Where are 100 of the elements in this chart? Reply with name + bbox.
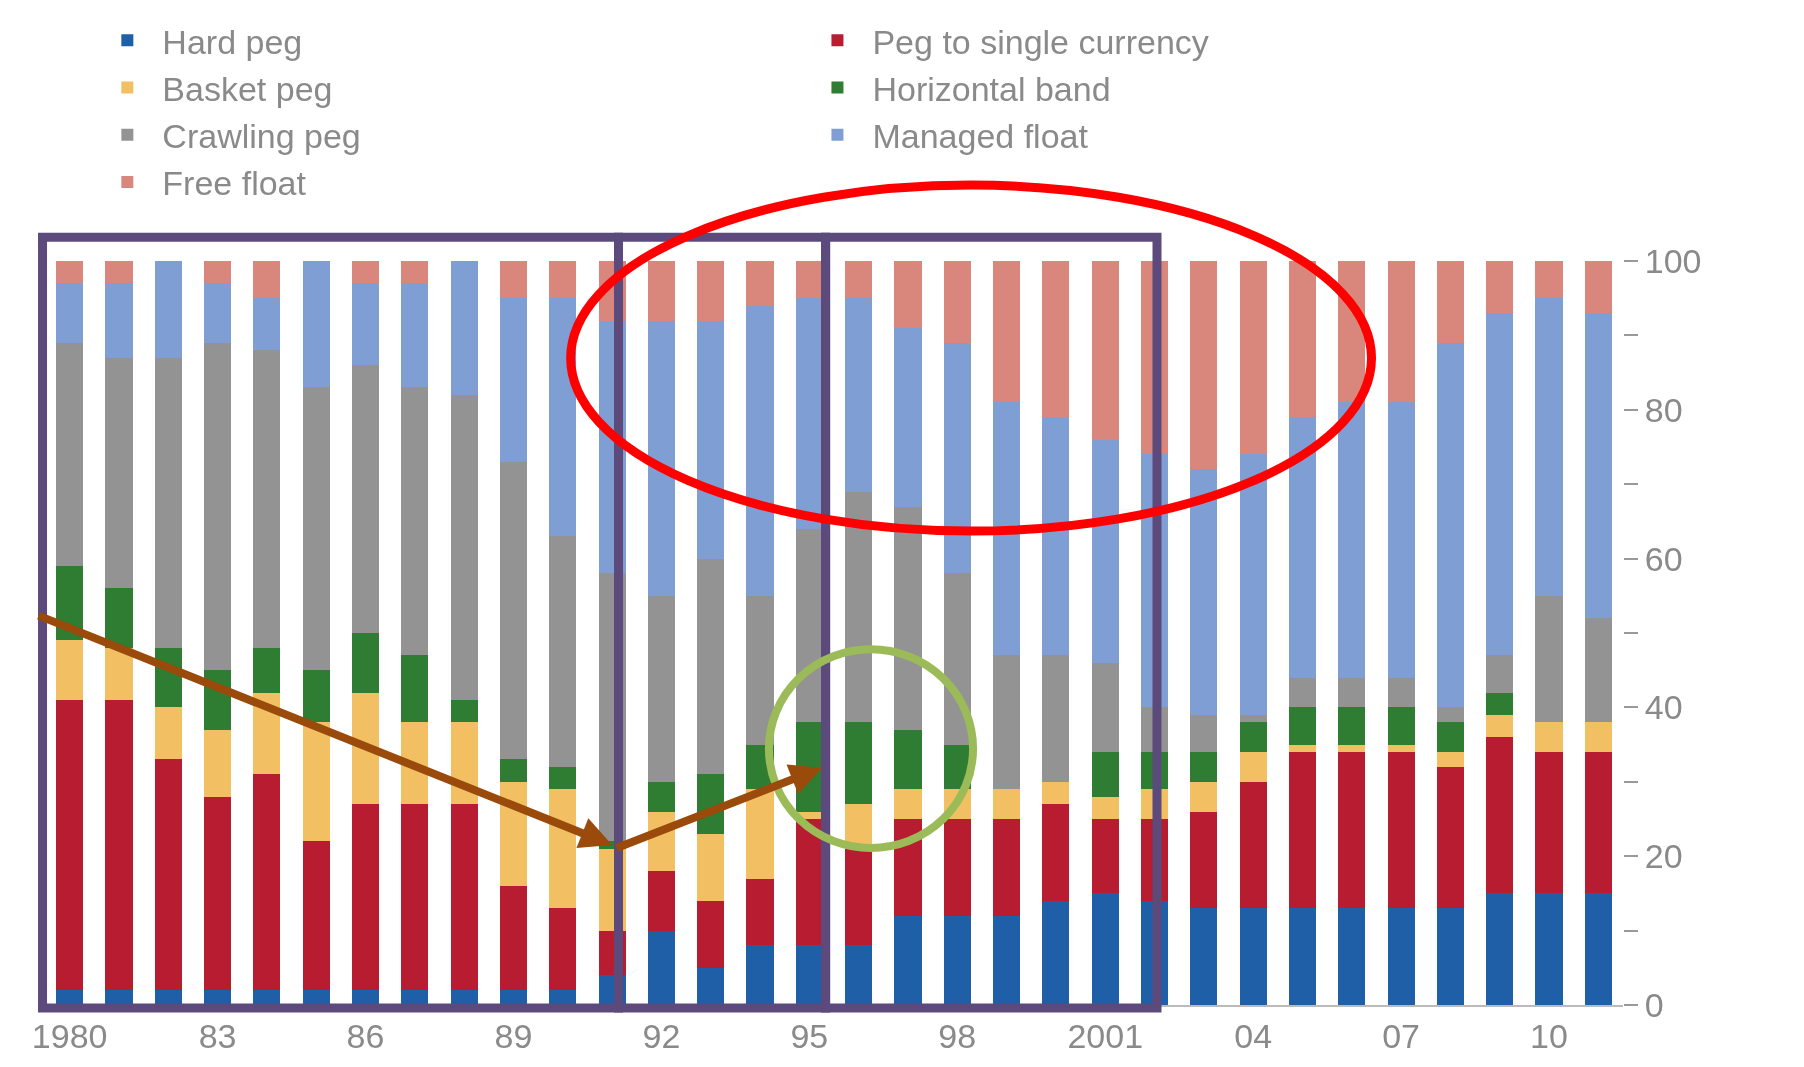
bar (1535, 893, 1563, 1005)
y-tick-label: 100 (1644, 241, 1702, 280)
bar (894, 327, 922, 507)
bar (253, 350, 281, 648)
bar (795, 945, 823, 1005)
bar (499, 781, 528, 886)
bar (1091, 796, 1119, 819)
bar (943, 819, 971, 916)
bar (1486, 893, 1514, 1005)
bar (1190, 811, 1218, 909)
bar (1091, 261, 1119, 440)
bar (154, 707, 182, 760)
bar (56, 342, 84, 567)
bar (1042, 261, 1070, 418)
bar (1387, 402, 1415, 678)
bar (1091, 439, 1119, 663)
bar (746, 261, 774, 306)
bar (1387, 752, 1415, 909)
bar (1486, 692, 1514, 715)
bar (253, 261, 281, 299)
legend-label: Horizontal band (872, 69, 1111, 108)
bar (647, 930, 675, 1005)
bar (697, 967, 725, 1005)
bar (1288, 752, 1317, 909)
bar (993, 819, 1021, 916)
bar (1436, 752, 1464, 767)
bar (943, 261, 971, 343)
bar (1436, 707, 1464, 723)
bar (1486, 655, 1514, 693)
bar (253, 647, 281, 693)
bar (1288, 417, 1317, 678)
bar (845, 722, 873, 805)
bar (1042, 417, 1070, 656)
bar (1535, 752, 1563, 894)
x-tick-label: 95 (790, 1016, 829, 1055)
bar (56, 640, 84, 700)
bar (845, 261, 873, 299)
bar (351, 365, 380, 633)
x-tick-label: 92 (642, 1016, 681, 1055)
bar (845, 945, 873, 1005)
bar (450, 261, 478, 395)
bar (204, 283, 232, 343)
bar (56, 699, 84, 991)
bar (1535, 298, 1563, 596)
bar (253, 298, 281, 351)
bar (56, 261, 84, 284)
bar (1584, 618, 1612, 723)
bar (647, 261, 675, 321)
y-tick-label: 40 (1644, 688, 1683, 727)
bar (499, 261, 528, 299)
bar (746, 789, 774, 879)
bar (1288, 908, 1317, 1005)
bar (204, 729, 232, 797)
bar (302, 387, 330, 671)
bar (1338, 908, 1366, 1005)
bar (1387, 744, 1415, 753)
bar (549, 789, 577, 909)
bar (302, 722, 330, 842)
bar (943, 915, 971, 1005)
bar (1190, 752, 1218, 782)
bar (351, 692, 380, 805)
x-tick-label: 2001 (1067, 1016, 1144, 1055)
bar (1288, 677, 1317, 708)
bar (1288, 744, 1317, 753)
bar (746, 305, 774, 596)
bar (1486, 261, 1514, 314)
bar (993, 915, 1021, 1005)
bar (1239, 261, 1267, 455)
bar (1042, 655, 1070, 782)
bar (1190, 714, 1218, 753)
bar (746, 945, 774, 1005)
bar (450, 394, 478, 700)
bar (697, 320, 725, 559)
bar (1535, 722, 1563, 753)
bar (302, 261, 330, 388)
bar (1436, 722, 1464, 753)
bar (1486, 737, 1514, 894)
legend-label: Free float (162, 164, 307, 203)
bar (647, 595, 675, 782)
bar (1091, 662, 1119, 753)
bar (549, 261, 577, 299)
bar (302, 670, 330, 723)
bar (1239, 714, 1267, 723)
bar (105, 357, 133, 589)
x-tick-label: 89 (494, 1016, 533, 1055)
bar (845, 848, 873, 946)
legend-label: Basket peg (162, 69, 333, 108)
bar (401, 387, 429, 656)
legend-label: Crawling peg (162, 117, 361, 156)
bar (302, 841, 330, 991)
bar (253, 774, 281, 991)
bar (1190, 261, 1218, 470)
bar (204, 261, 232, 284)
bar (499, 759, 528, 782)
bar (1239, 722, 1267, 753)
bar (894, 729, 922, 790)
bar (499, 885, 528, 991)
bar (697, 261, 725, 321)
bar (943, 342, 971, 574)
bar (105, 283, 133, 358)
